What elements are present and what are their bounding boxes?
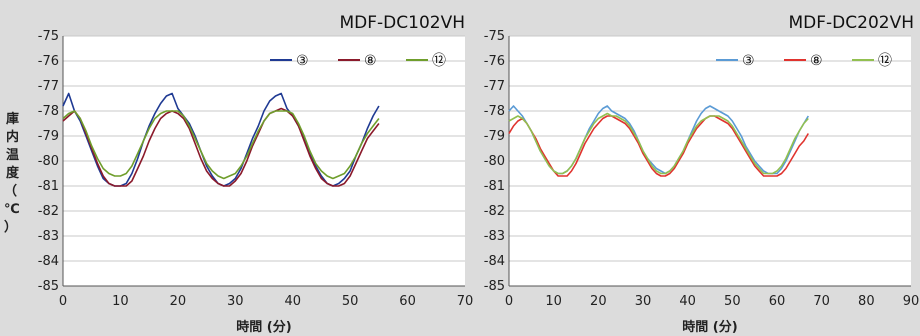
x-tick-label: 0 <box>59 294 67 309</box>
y-axis-label-char: ℃ <box>4 202 20 217</box>
y-tick-label: -81 <box>38 179 59 194</box>
x-tick-label: 40 <box>679 294 696 309</box>
tick-labels: -75 -76 -77 -78 -79 -80 -81 -82 -83 -84 -850 10 20 30… <box>484 29 920 309</box>
chart-title: MDF-DC202VH <box>789 13 915 33</box>
y-tick-label: -85 <box>38 279 59 294</box>
legend: ③ ⑧ ⑫ <box>270 53 446 69</box>
y-tick-label: -76 <box>484 54 505 69</box>
legend-label: ⑫ <box>878 53 892 69</box>
chart-title: MDF-DC102VH <box>340 13 466 33</box>
legend-label: ⑫ <box>432 53 446 69</box>
x-tick-label: 50 <box>724 294 741 309</box>
series-line <box>62 107 380 187</box>
y-tick-label: -81 <box>484 179 505 194</box>
y-axis-label-char: 庫 <box>6 111 19 127</box>
y-tick-label: -84 <box>484 254 505 269</box>
x-tick-label: 80 <box>858 294 875 309</box>
y-tick-label: -78 <box>484 104 505 119</box>
y-axis-label-char: 内 <box>6 129 19 145</box>
y-tick-label: -83 <box>38 229 59 244</box>
x-axis-label: 時間 (分) <box>236 319 291 335</box>
x-axis-label: 時間 (分) <box>682 319 737 335</box>
series-line <box>508 112 809 175</box>
y-tick-label: -75 <box>38 29 59 44</box>
y-axis-label-char: ） <box>4 219 17 235</box>
y-axis-label: 庫 内 温 度 （ ℃ ） <box>4 111 20 235</box>
x-tick-label: 70 <box>813 294 830 309</box>
y-axis-label-char: （ <box>4 183 17 199</box>
y-tick-label: -82 <box>38 204 59 219</box>
legend-label: ③ <box>296 53 309 69</box>
x-tick-label: 30 <box>227 294 244 309</box>
x-tick-label: 10 <box>545 294 562 309</box>
y-tick-label: -77 <box>38 79 59 94</box>
y-tick-label: -84 <box>38 254 59 269</box>
legend-label: ⑧ <box>810 53 823 69</box>
x-tick-label: 30 <box>635 294 652 309</box>
y-tick-label: -82 <box>484 204 505 219</box>
x-tick-label: 70 <box>457 294 474 309</box>
y-tick-label: -79 <box>484 129 505 144</box>
y-tick-label: -76 <box>38 54 59 69</box>
legend-label: ③ <box>742 53 755 69</box>
series-line <box>62 110 380 180</box>
x-tick-label: 20 <box>170 294 187 309</box>
chart-mdf-dc102vh: -75 -76 -77 -78 -79 -80 -81 -82 -83 -84 -850 10 20 30… <box>38 13 474 335</box>
x-tick-label: 60 <box>769 294 786 309</box>
x-tick-label: 0 <box>505 294 513 309</box>
y-tick-label: -80 <box>38 154 59 169</box>
y-tick-label: -85 <box>484 279 505 294</box>
y-tick-label: -79 <box>38 129 59 144</box>
legend-label: ⑧ <box>364 53 377 69</box>
x-tick-label: 60 <box>399 294 416 309</box>
x-tick-label: 50 <box>342 294 359 309</box>
y-axis-label-char: 度 <box>6 165 20 181</box>
y-tick-label: -80 <box>484 154 505 169</box>
y-tick-label: -83 <box>484 229 505 244</box>
axes <box>508 36 911 287</box>
x-tick-label: 90 <box>903 294 920 309</box>
series-lines <box>508 105 809 177</box>
legend: ③ ⑧ ⑫ <box>716 53 892 69</box>
axes <box>62 36 465 287</box>
y-tick-label: -77 <box>484 79 505 94</box>
y-tick-label: -75 <box>484 29 505 44</box>
series-lines <box>62 92 380 187</box>
chart-mdf-dc202vh: -75 -76 -77 -78 -79 -80 -81 -82 -83 -84 -850 10 20 30… <box>484 13 920 335</box>
tick-labels: -75 -76 -77 -78 -79 -80 -81 -82 -83 -84 -850 10 20 30… <box>38 29 474 309</box>
y-tick-label: -78 <box>38 104 59 119</box>
x-tick-label: 20 <box>590 294 607 309</box>
x-tick-label: 10 <box>112 294 129 309</box>
series-line <box>508 115 809 177</box>
x-tick-label: 40 <box>284 294 301 309</box>
y-axis-label-char: 温 <box>6 148 19 163</box>
